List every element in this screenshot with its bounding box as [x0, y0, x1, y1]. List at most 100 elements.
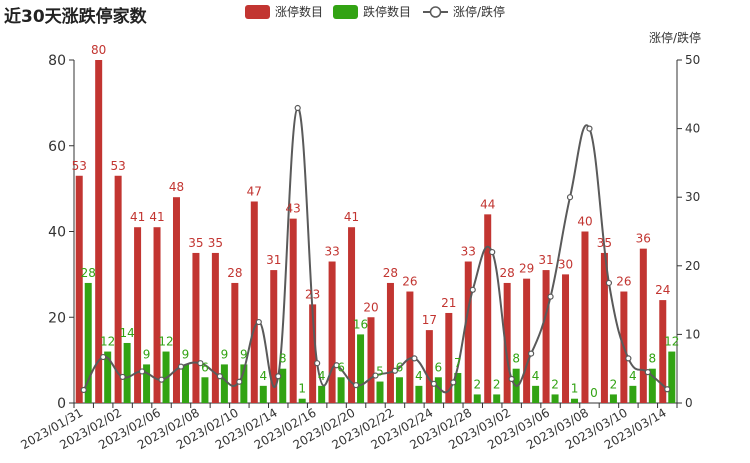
bar-limit-down[interactable] — [357, 334, 365, 403]
bar-limit-down[interactable] — [415, 385, 423, 403]
bar-limit-up[interactable] — [134, 227, 142, 403]
bar-limit-down[interactable] — [143, 364, 151, 403]
ratio-point[interactable] — [216, 373, 223, 380]
bar-limit-down[interactable] — [493, 394, 501, 403]
bar-limit-down[interactable] — [648, 368, 656, 403]
bar-limit-down[interactable] — [104, 351, 112, 403]
bar-limit-up[interactable] — [95, 60, 103, 403]
bar-limit-down[interactable] — [376, 381, 384, 403]
bar-limit-down[interactable] — [259, 385, 267, 403]
ratio-point[interactable] — [255, 318, 262, 326]
ratio-point[interactable] — [605, 279, 613, 287]
bar-limit-down[interactable] — [279, 368, 287, 403]
bar-limit-up[interactable] — [464, 261, 472, 403]
bar-limit-up[interactable] — [600, 252, 608, 403]
bar-limit-down[interactable] — [668, 351, 676, 403]
ratio-point[interactable] — [314, 360, 321, 367]
ratio-point[interactable] — [411, 355, 418, 362]
ratio-point[interactable] — [372, 372, 379, 379]
ratio-point[interactable] — [391, 367, 399, 374]
bar-limit-down[interactable] — [220, 364, 228, 403]
bar-limit-up[interactable] — [348, 227, 356, 403]
bar-limit-up[interactable] — [250, 201, 258, 403]
bar-limit-down[interactable] — [454, 372, 462, 403]
ratio-point[interactable] — [644, 369, 651, 376]
ratio-point[interactable] — [177, 363, 185, 370]
bar-limit-up[interactable] — [484, 214, 492, 403]
bar-limit-down[interactable] — [629, 385, 637, 403]
ratio-point[interactable] — [430, 380, 437, 387]
ratio-point[interactable] — [625, 355, 632, 362]
ratio-point[interactable] — [547, 293, 554, 300]
ratio-point[interactable] — [586, 125, 593, 132]
ratio-point[interactable] — [333, 362, 340, 369]
y-left-tick-label: 80 — [48, 53, 66, 69]
bar-limit-up[interactable] — [562, 274, 570, 403]
bar-limit-up[interactable] — [153, 227, 161, 403]
bar-limit-up[interactable] — [211, 252, 219, 403]
bar-limit-up[interactable] — [659, 300, 667, 403]
ratio-point[interactable] — [294, 104, 301, 112]
bar-limit-down[interactable] — [532, 385, 540, 403]
bar-limit-down[interactable] — [337, 377, 345, 403]
label-limit-down: 9 — [182, 347, 190, 361]
bar-limit-up[interactable] — [309, 304, 317, 403]
bar-limit-down[interactable] — [571, 398, 579, 403]
bar-limit-up[interactable] — [406, 291, 414, 403]
ratio-point[interactable] — [508, 375, 515, 383]
ratio-point[interactable] — [119, 373, 126, 381]
ratio-point[interactable] — [100, 353, 107, 361]
ratio-point[interactable] — [664, 386, 671, 393]
bar-limit-up[interactable] — [367, 317, 375, 403]
bar-limit-down[interactable] — [298, 398, 306, 403]
bar-limit-up[interactable] — [523, 278, 531, 403]
ratio-point[interactable] — [469, 286, 476, 293]
bar-limit-down[interactable] — [609, 394, 617, 403]
bar-limit-up[interactable] — [581, 231, 589, 404]
bar-limit-down[interactable] — [395, 377, 403, 403]
legend[interactable]: 涨停数目 跌停数目 涨停/跌停 — [245, 4, 505, 19]
y-right-axis-label: 涨停/跌停 — [649, 30, 701, 45]
bar-limit-up[interactable] — [328, 261, 336, 403]
bar-limit-up[interactable] — [425, 330, 433, 403]
ratio-point[interactable] — [80, 386, 87, 394]
legend-item-1[interactable]: 跌停数目 — [333, 4, 411, 19]
y-right-tick-label: 40 — [685, 122, 700, 136]
bar-limit-down[interactable] — [551, 394, 559, 403]
ratio-point[interactable] — [528, 350, 535, 357]
ratio-point[interactable] — [352, 382, 360, 389]
bar-limit-down[interactable] — [240, 364, 248, 403]
bar-limit-down[interactable] — [123, 342, 131, 403]
legend-item-0[interactable]: 涨停数目 — [245, 4, 323, 19]
bar-limit-up[interactable] — [231, 282, 239, 403]
legend-item-2[interactable]: 涨停/跌停 — [423, 4, 505, 19]
bar-limit-down[interactable] — [318, 385, 326, 403]
ratio-point[interactable] — [566, 194, 574, 201]
ratio-point[interactable] — [158, 376, 165, 383]
ratio-point[interactable] — [138, 368, 146, 375]
ratio-point[interactable] — [236, 378, 243, 385]
bar-limit-up[interactable] — [639, 248, 647, 403]
label-limit-down: 2 — [493, 377, 501, 391]
label-limit-down: 4 — [259, 369, 267, 383]
bar-limit-up[interactable] — [114, 175, 122, 403]
label-limit-down: 1 — [298, 382, 306, 396]
bar-limit-down[interactable] — [473, 394, 481, 403]
ratio-point[interactable] — [275, 373, 282, 380]
bar-limit-up[interactable] — [445, 312, 453, 403]
ratio-point[interactable] — [197, 360, 204, 367]
bar-limit-up[interactable] — [386, 282, 394, 403]
bar-limit-down[interactable] — [434, 377, 442, 403]
bar-limit-up[interactable] — [192, 252, 200, 403]
bar-limit-up[interactable] — [75, 175, 83, 403]
ratio-point[interactable] — [450, 379, 457, 386]
bar-limit-down[interactable] — [84, 282, 92, 403]
bar-limit-down[interactable] — [181, 364, 189, 403]
bar-limit-up[interactable] — [503, 282, 511, 403]
ratio-point[interactable] — [489, 248, 496, 256]
bar-limit-down[interactable] — [201, 377, 209, 403]
bar-limit-up[interactable] — [270, 270, 278, 403]
bar-limit-up[interactable] — [542, 270, 550, 403]
bar-limit-up[interactable] — [289, 218, 297, 403]
bar-limit-up[interactable] — [172, 197, 180, 403]
